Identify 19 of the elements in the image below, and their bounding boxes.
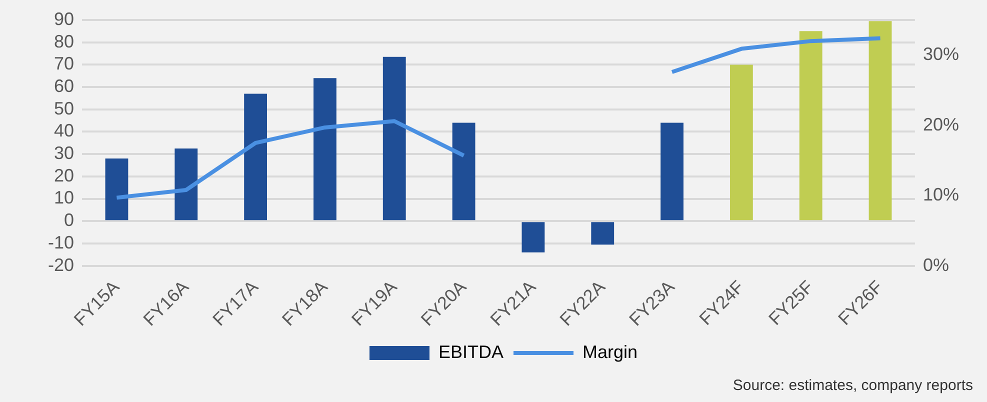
y-tick-label: 0 — [64, 210, 74, 230]
y2-tick-label: 10% — [922, 184, 960, 205]
y-tick-label: 70 — [54, 54, 74, 74]
legend-label: EBITDA — [438, 342, 504, 362]
y2-tick-label: 30% — [922, 44, 960, 64]
y-tick-label: 60 — [54, 76, 74, 96]
y-tick-label: 30 — [54, 143, 74, 164]
legend-label: Margin — [582, 342, 638, 362]
y-tick-label: -20 — [48, 254, 74, 275]
source-note: Source: estimates, company reports — [732, 377, 973, 394]
y-tick-label: 40 — [54, 120, 74, 141]
y-tick-label: -10 — [48, 232, 74, 252]
y-tick-label: 20 — [54, 165, 74, 186]
y2-tick-label: 20% — [922, 114, 960, 134]
y-tick-label: 80 — [54, 31, 74, 52]
y-tick-label: 10 — [54, 188, 74, 208]
y-tick-label: 90 — [54, 8, 74, 29]
y2-tick-label: 0% — [922, 254, 949, 275]
y-tick-label: 50 — [54, 98, 74, 118]
